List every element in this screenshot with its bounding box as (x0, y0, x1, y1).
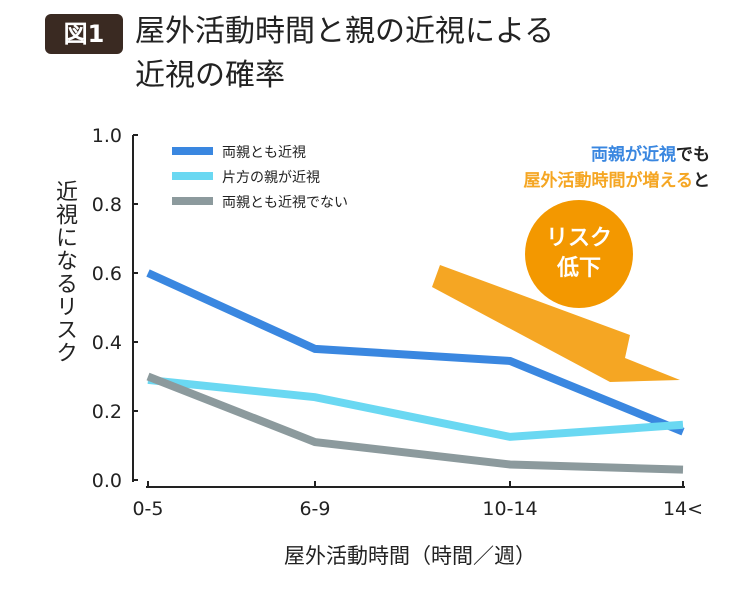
legend-label-0: 両親とも近視 (222, 145, 306, 161)
risk-down-badge: リスク 低下 (525, 200, 633, 308)
y-tick-label: 0.0 (92, 470, 122, 492)
x-tick-label: 0-5 (132, 498, 163, 520)
y-tick-label: 1.0 (92, 125, 122, 147)
y-tick-label: 0.6 (92, 263, 122, 285)
legend-label-2: 両親とも近視でない (222, 195, 348, 211)
annotation-text-2: と (693, 171, 710, 191)
trend-arrow (432, 265, 680, 382)
title-line-2: 近視の確率 (135, 58, 285, 93)
series-line-1 (147, 375, 684, 441)
x-tick-label: 14< (663, 498, 703, 520)
series-line-2 (146, 372, 684, 474)
circle-line-2: 低下 (556, 256, 601, 281)
series-line-0 (146, 269, 685, 436)
x-tick-label: 6-9 (299, 498, 330, 520)
x-axis-label: 屋外活動時間（時間／週） (284, 544, 536, 568)
y-axis-label: 近視になるリスク (52, 180, 77, 364)
figure-badge: 図1 (45, 14, 123, 54)
y-tick-label: 0.4 (92, 332, 122, 354)
annotation-blue: 両親が近視 (591, 145, 676, 165)
annotation: 両親が近視でも 屋外活動時間が増えると (480, 142, 711, 194)
annotation-orange: 屋外活動時間が増える (523, 171, 694, 191)
chart-title: 屋外活動時間と親の近視による 近視の確率 (135, 10, 554, 98)
x-tick-label: 10-14 (482, 498, 537, 520)
annotation-text: でも (676, 145, 710, 165)
y-tick-label: 0.8 (92, 194, 122, 216)
y-tick-label: 0.2 (92, 401, 122, 423)
circle-line-1: リスク (545, 226, 612, 251)
title-line-1: 屋外活動時間と親の近視による (135, 14, 555, 49)
legend-label-1: 片方の親が近視 (222, 170, 320, 186)
